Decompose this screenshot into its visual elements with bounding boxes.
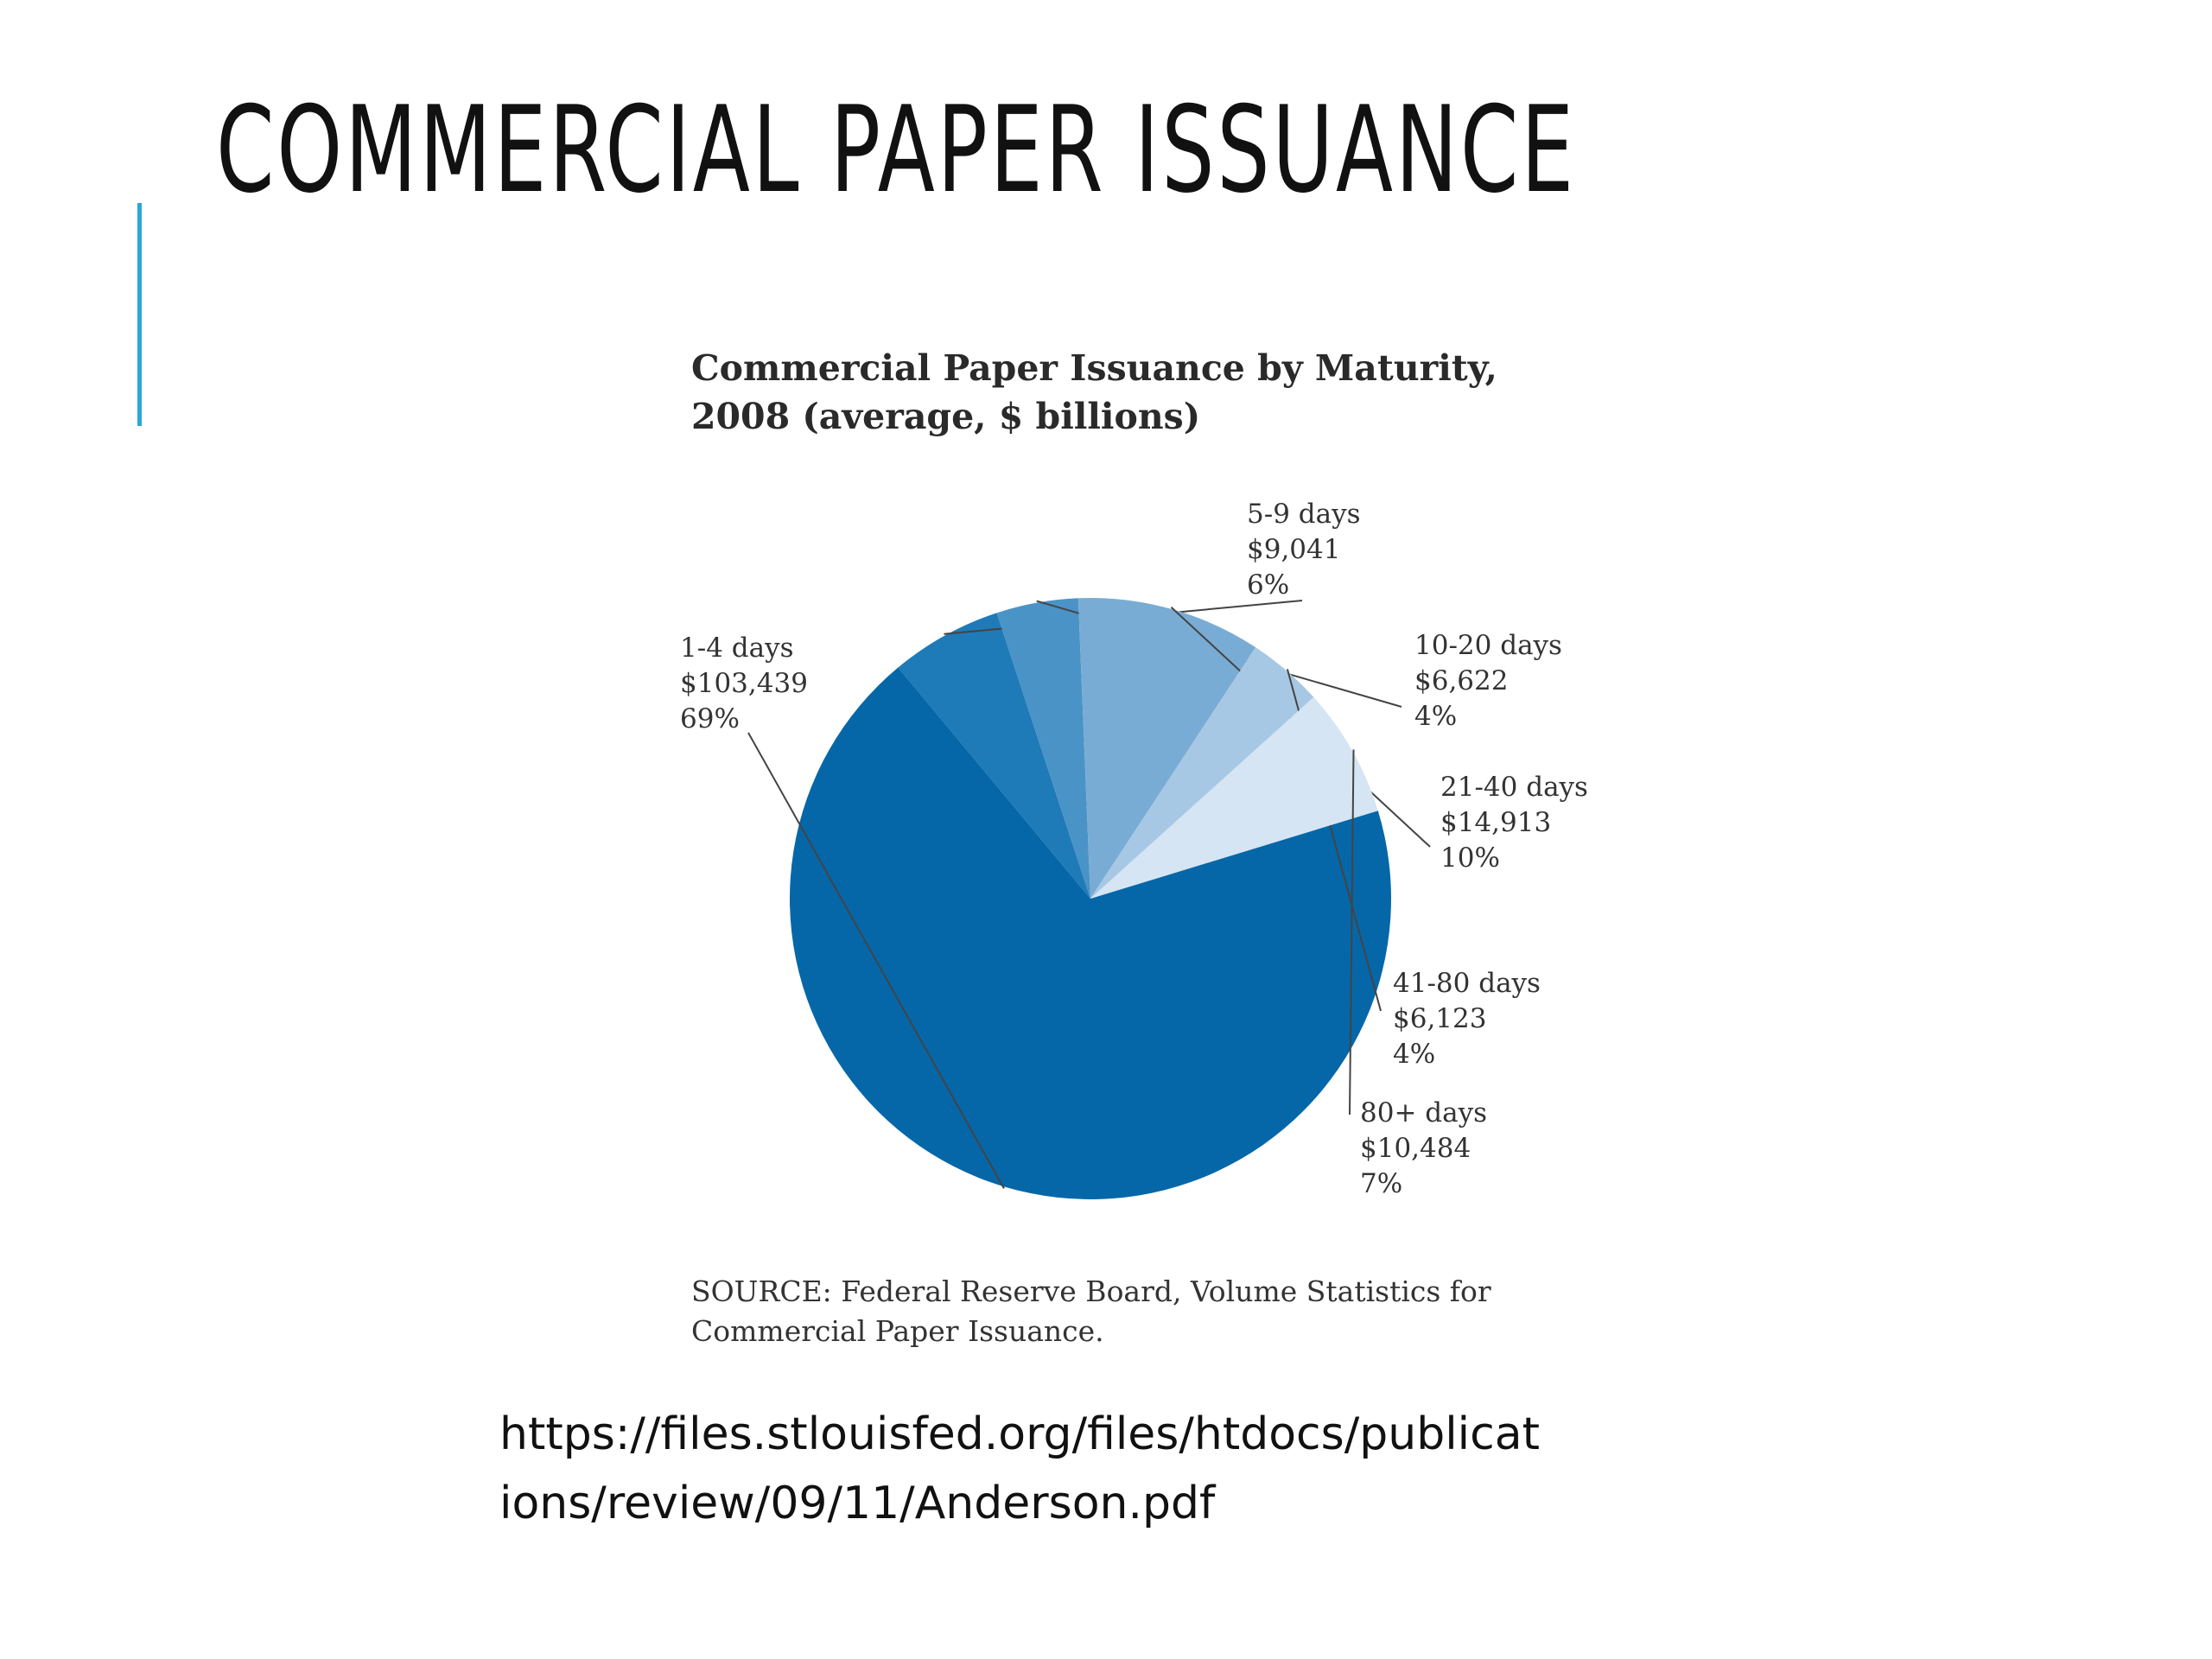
source-url-line-1: https://files.stlouisfed.org/files/htdoc… xyxy=(499,1408,1540,1460)
slice-label-1-4-days: 1-4 days $103,439 69% xyxy=(680,632,808,734)
slice-label-maturity: 80+ days xyxy=(1360,1097,1487,1128)
source-line-2: Commercial Paper Issuance. xyxy=(691,1314,1104,1348)
pie-slice-21-40-days xyxy=(1077,598,1256,899)
pie-slice-80-days xyxy=(1090,696,1378,899)
slice-label-percent: 6% xyxy=(1247,569,1289,601)
slice-label-80-days: 80+ days $10,484 7% xyxy=(1360,1097,1487,1199)
slice-label-maturity: 10-20 days xyxy=(1414,630,1562,661)
slice-label-percent: 4% xyxy=(1414,701,1457,732)
chart-title-line-2: 2008 (average, $ billions) xyxy=(691,396,1201,437)
leader-line-80-days xyxy=(1349,749,1355,1116)
chart-title-line-1: Commercial Paper Issuance by Maturity, xyxy=(691,347,1497,389)
slice-label-10-20-days: 10-20 days $6,622 4% xyxy=(1414,630,1562,732)
chart-title: Commercial Paper Issuance by Maturity, 2… xyxy=(691,344,1497,441)
source-url: https://files.stlouisfed.org/files/htdoc… xyxy=(499,1400,1540,1538)
source-line-1: SOURCE: Federal Reserve Board, Volume St… xyxy=(691,1274,1491,1308)
slice-label-percent: 4% xyxy=(1393,1039,1435,1070)
slice-label-value: $6,622 xyxy=(1414,665,1508,696)
pie-slice-1-4-days xyxy=(790,667,1391,1199)
slice-label-value: $9,041 xyxy=(1247,534,1340,565)
slice-label-percent: 7% xyxy=(1360,1168,1402,1199)
slice-label-value: $103,439 xyxy=(680,668,808,699)
slice-label-percent: 69% xyxy=(680,703,740,734)
chart-source-note: SOURCE: Federal Reserve Board, Volume St… xyxy=(691,1272,1491,1351)
source-url-line-2: ions/review/09/11/Anderson.pdf xyxy=(499,1478,1216,1529)
slice-label-41-80-days: 41-80 days $6,123 4% xyxy=(1393,968,1541,1070)
pie-slice-5-9-days xyxy=(898,613,1090,899)
slice-label-5-9-days: 5-9 days $9,041 6% xyxy=(1247,499,1361,601)
slice-label-value: $6,123 xyxy=(1393,1003,1486,1034)
accent-bar xyxy=(137,203,142,426)
slide-title: COMMERCIAL PAPER ISSUANCE xyxy=(216,80,1577,219)
slice-label-maturity: 21-40 days xyxy=(1440,772,1588,803)
slice-label-maturity: 41-80 days xyxy=(1393,968,1541,999)
slice-label-maturity: 5-9 days xyxy=(1247,499,1361,530)
pie-slice-41-80-days xyxy=(1090,647,1314,899)
leader-line-1-4-days xyxy=(747,732,1005,1189)
slice-label-maturity: 1-4 days xyxy=(680,632,794,664)
slice-label-percent: 10% xyxy=(1440,842,1500,874)
slice-label-value: $10,484 xyxy=(1360,1133,1471,1164)
pie-slice-10-20-days xyxy=(996,598,1090,899)
slice-label-21-40-days: 21-40 days $14,913 10% xyxy=(1440,772,1588,874)
slice-label-value: $14,913 xyxy=(1440,807,1551,838)
